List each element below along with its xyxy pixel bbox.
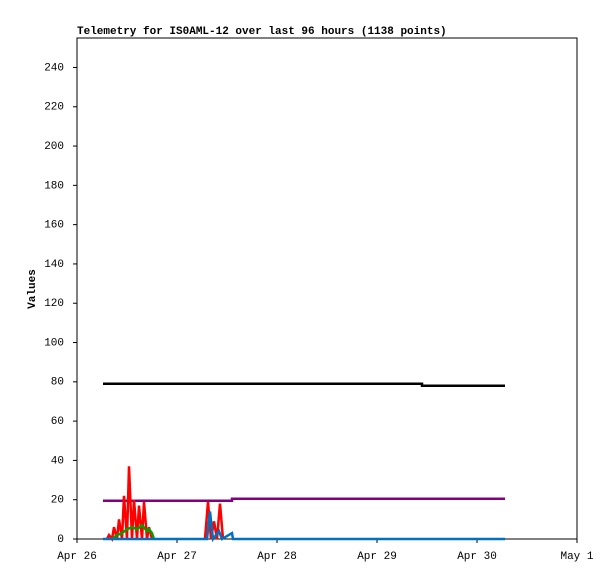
y-tick-label: 0: [57, 534, 64, 546]
y-tick-label: 180: [44, 180, 64, 192]
y-tick-label: 20: [51, 495, 64, 507]
series-line: [103, 382, 505, 388]
chart-title: Telemetry for IS0AML-12 over last 96 hou…: [77, 26, 447, 38]
series-line: [103, 511, 505, 543]
y-tick-label: 240: [44, 62, 64, 74]
x-tick-label: Apr 30: [457, 551, 497, 563]
y-tick-label: 100: [44, 337, 64, 349]
y-tick-label: 60: [51, 416, 64, 428]
y-tick-label: 140: [44, 259, 64, 271]
x-tick-label: Apr 27: [157, 551, 197, 563]
x-tick-label: Apr 26: [57, 551, 97, 563]
y-tick-label: 40: [51, 455, 64, 467]
y-tick-label: 220: [44, 102, 64, 114]
y-tick-label: 160: [44, 220, 64, 232]
x-tick-label: May 1: [560, 551, 593, 563]
y-tick-label: 200: [44, 141, 64, 153]
y-tick-label: 80: [51, 377, 64, 389]
x-tick-label: Apr 29: [357, 551, 397, 563]
series-line: [105, 466, 225, 543]
series-line: [103, 497, 505, 502]
x-tick-label: Apr 28: [257, 551, 297, 563]
y-axis-label: Values: [27, 269, 39, 309]
y-tick-label: 120: [44, 298, 64, 310]
series-line: [111, 523, 156, 540]
